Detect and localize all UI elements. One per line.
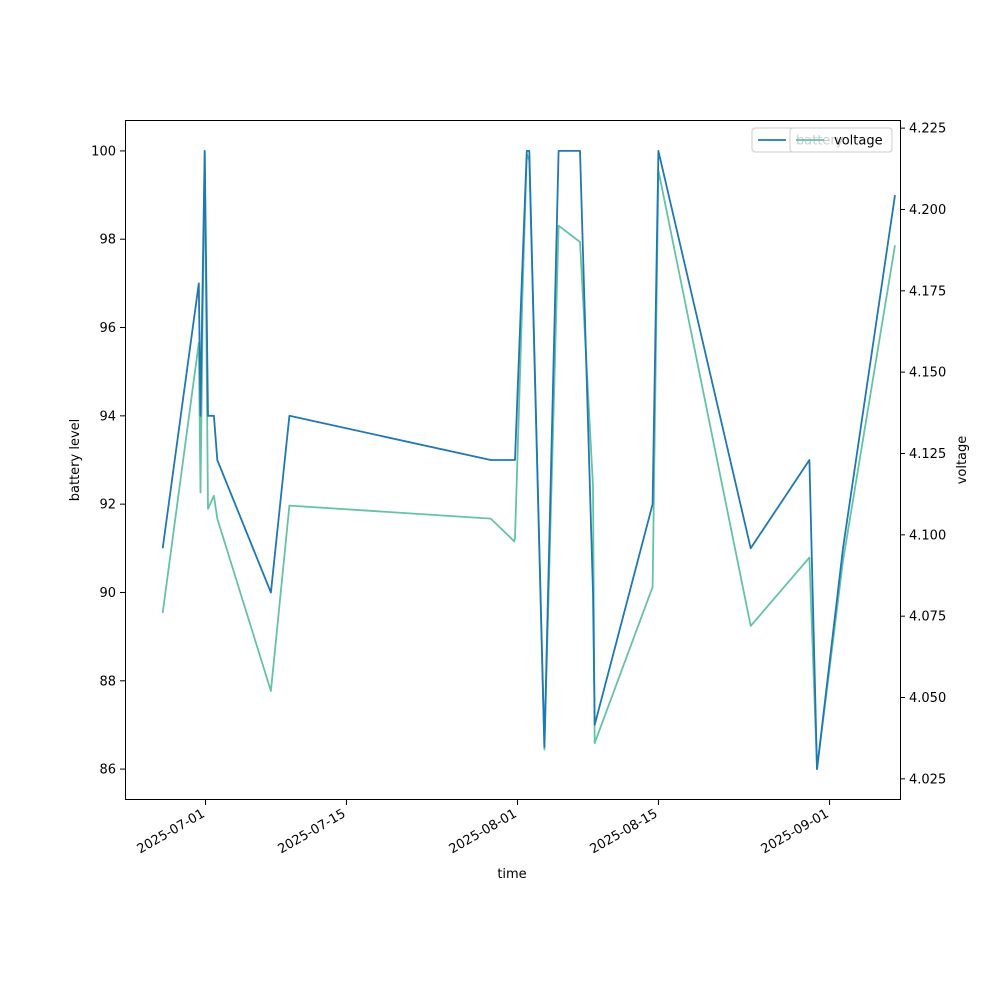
y2-tick-label: 4.075: [909, 610, 946, 625]
y-tick-label: 88: [99, 674, 116, 689]
series-line-voltage: [161, 149, 896, 770]
y2-tick-label: 4.100: [909, 528, 946, 543]
y2-tick-label: 4.025: [909, 772, 946, 787]
y2-tick-label: 4.200: [909, 203, 946, 218]
y2-tick-label: 4.050: [909, 691, 946, 706]
y-tick-label: 86: [99, 763, 116, 778]
y-tick-label: 98: [99, 233, 116, 248]
y2-tick-label: 4.225: [909, 122, 946, 137]
y-tick-label: 92: [99, 498, 116, 513]
plot-frame: [125, 120, 901, 800]
series-line-battery: [161, 149, 896, 770]
y-tick-label: 96: [99, 321, 116, 336]
y2-axis-label: voltage: [955, 436, 970, 485]
legend-label-voltage: voltage: [834, 134, 883, 149]
plot-area: [161, 149, 896, 770]
y-axis-label: battery level: [68, 419, 83, 502]
y2-tick-label: 4.175: [909, 284, 946, 299]
y-tick-label: 100: [91, 144, 116, 159]
y2-tick-label: 4.150: [909, 366, 946, 381]
legend-box: [789, 127, 893, 153]
y-tick-label: 94: [99, 409, 116, 424]
y-tick-label: 90: [99, 586, 116, 601]
legend: batteryvoltage: [751, 127, 893, 153]
y2-tick-label: 4.125: [909, 447, 946, 462]
x-axis-label: time: [497, 867, 526, 882]
